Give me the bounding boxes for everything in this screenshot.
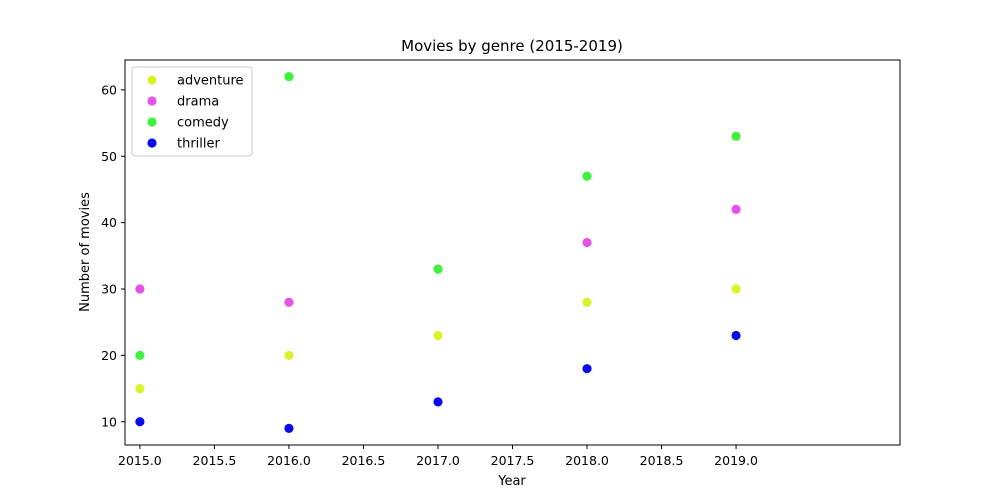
point-comedy bbox=[433, 264, 443, 274]
legend-label-comedy: comedy bbox=[177, 116, 229, 131]
point-thriller bbox=[135, 417, 145, 427]
legend-marker-thriller bbox=[147, 138, 157, 148]
legend-label-adventure: adventure bbox=[177, 74, 244, 89]
x-tick-label: 2017.0 bbox=[416, 453, 460, 468]
x-tick-label: 2015.5 bbox=[193, 453, 237, 468]
x-axis: 2015.0 2015.5 2016.0 2016.5 2017.0 2017.5 2018… bbox=[118, 445, 758, 468]
series-adventure bbox=[135, 284, 741, 394]
y-tick-label: 20 bbox=[101, 348, 117, 363]
x-tick-label: 2018.5 bbox=[640, 453, 684, 468]
data-points bbox=[135, 71, 741, 434]
point-comedy bbox=[731, 131, 741, 141]
legend: adventure drama comedy thriller bbox=[131, 66, 253, 157]
x-tick-label: 2015.0 bbox=[118, 453, 162, 468]
legend-label-thriller: thriller bbox=[177, 137, 221, 152]
point-thriller bbox=[284, 423, 294, 434]
y-tick-label: 40 bbox=[101, 215, 117, 230]
legend-marker-drama bbox=[147, 96, 157, 106]
point-adventure bbox=[582, 297, 592, 307]
plot-frame bbox=[124, 59, 901, 446]
y-tick-label: 30 bbox=[101, 282, 117, 297]
y-tick-label: 60 bbox=[101, 82, 117, 97]
x-tick-label: 2017.5 bbox=[491, 453, 535, 468]
point-drama bbox=[731, 204, 741, 214]
legend-label-drama: drama bbox=[177, 95, 219, 110]
point-thriller bbox=[433, 397, 443, 407]
point-adventure bbox=[284, 350, 294, 360]
series-drama bbox=[135, 204, 741, 307]
x-tick-label: 2019.0 bbox=[714, 453, 758, 468]
x-tick-label: 2018.0 bbox=[565, 453, 609, 468]
point-adventure bbox=[731, 284, 741, 294]
y-tick-label: 50 bbox=[101, 149, 117, 164]
y-axis-label: Number of movies bbox=[78, 192, 93, 312]
point-comedy bbox=[135, 350, 145, 360]
series-comedy bbox=[135, 71, 741, 360]
point-adventure bbox=[135, 383, 145, 394]
point-adventure bbox=[433, 330, 443, 341]
x-tick-label: 2016.5 bbox=[342, 453, 386, 468]
point-comedy bbox=[284, 71, 294, 82]
y-axis: 10 20 30 40 50 60 bbox=[101, 82, 125, 429]
legend-marker-adventure bbox=[147, 75, 157, 85]
point-thriller bbox=[731, 330, 741, 341]
point-comedy bbox=[582, 171, 592, 181]
point-thriller bbox=[582, 364, 592, 374]
y-tick-label: 10 bbox=[101, 414, 117, 429]
x-tick-label: 2016.0 bbox=[267, 453, 311, 468]
point-drama bbox=[135, 284, 145, 294]
legend-marker-comedy bbox=[147, 117, 157, 127]
series-thriller bbox=[135, 330, 741, 434]
point-drama bbox=[284, 297, 294, 307]
x-axis-label: Year bbox=[497, 474, 526, 489]
chart-title: Movies by genre (2015-2019) bbox=[401, 37, 623, 55]
point-drama bbox=[582, 237, 592, 248]
legend-box bbox=[131, 66, 253, 157]
